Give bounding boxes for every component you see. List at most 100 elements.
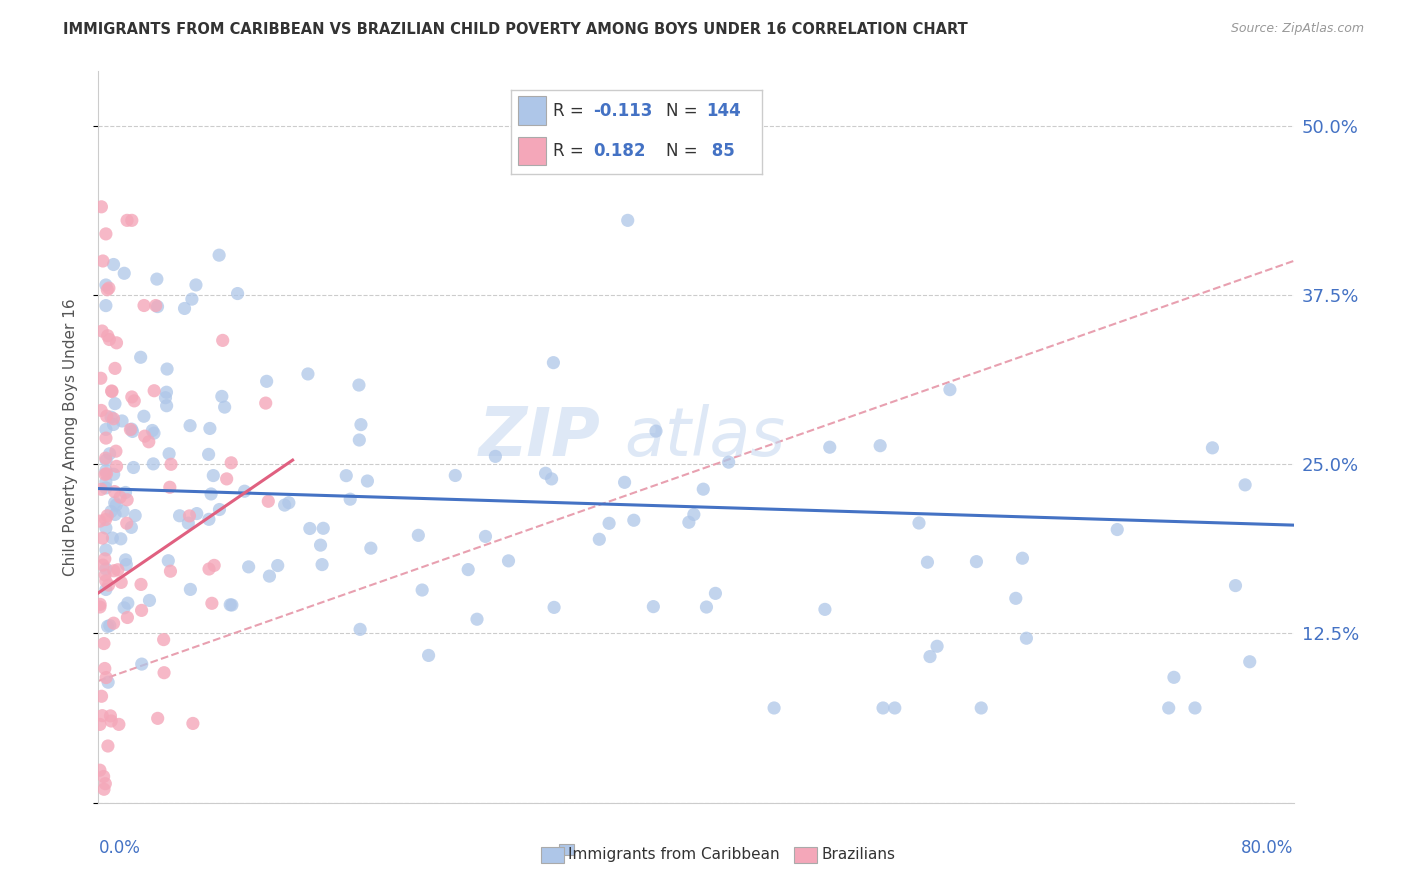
Point <box>103 258 125 272</box>
Point <box>418 648 440 663</box>
Point <box>142 457 165 471</box>
Point <box>96 283 118 297</box>
Point <box>104 444 127 458</box>
Point <box>89 717 111 731</box>
Point <box>254 396 277 410</box>
Point <box>108 490 131 504</box>
Point <box>226 286 249 301</box>
Point <box>94 278 117 293</box>
Point <box>457 563 479 577</box>
Point <box>91 558 114 573</box>
Point <box>105 335 128 350</box>
Text: IMMIGRANTS FROM CARIBBEAN VS BRAZILIAN CHILD POVERTY AMONG BOYS UNDER 16 CORRELA: IMMIGRANTS FROM CARIBBEAN VS BRAZILIAN C… <box>63 22 967 37</box>
Point <box>93 782 115 797</box>
Point <box>883 701 905 715</box>
Point <box>202 468 225 483</box>
Point <box>146 272 169 286</box>
Point <box>1004 591 1026 606</box>
Point <box>198 562 221 576</box>
Point <box>94 568 117 582</box>
Point <box>157 447 180 461</box>
Point <box>121 425 143 439</box>
Point <box>588 533 610 547</box>
Point <box>219 456 242 470</box>
Point <box>1157 701 1180 715</box>
Text: Source: ZipAtlas.com: Source: ZipAtlas.com <box>1230 22 1364 36</box>
Point <box>311 558 333 572</box>
Point <box>534 467 557 481</box>
Point <box>616 213 638 227</box>
Point <box>939 383 962 397</box>
Point <box>184 277 207 292</box>
Point <box>474 529 496 543</box>
Point <box>146 711 169 725</box>
Point <box>89 598 111 612</box>
Point <box>94 227 117 241</box>
Point <box>152 632 174 647</box>
Point <box>103 564 125 578</box>
Point <box>1201 441 1223 455</box>
Point <box>94 453 117 467</box>
Point <box>1107 523 1129 537</box>
Point <box>277 496 299 510</box>
Point <box>173 301 195 316</box>
Point <box>257 494 280 508</box>
Point <box>103 411 125 425</box>
Point <box>214 400 236 414</box>
Point <box>695 600 717 615</box>
Point <box>465 612 488 626</box>
Point <box>143 426 166 441</box>
Text: 80.0%: 80.0% <box>1241 839 1294 857</box>
Point <box>312 521 335 535</box>
Point <box>598 516 620 531</box>
Point <box>94 431 117 445</box>
Point <box>543 356 565 370</box>
Point <box>256 375 278 389</box>
Point <box>94 299 117 313</box>
Point <box>90 403 112 417</box>
Point <box>298 521 321 535</box>
Point <box>908 516 931 530</box>
Point <box>1011 551 1033 566</box>
Point <box>104 508 127 522</box>
Point <box>208 248 231 262</box>
Point <box>101 531 124 545</box>
Point <box>156 362 179 376</box>
Point <box>156 399 179 413</box>
Point <box>927 640 949 654</box>
Point <box>89 763 111 777</box>
Point <box>200 487 222 501</box>
Point <box>1225 578 1247 592</box>
Point <box>645 424 668 438</box>
Point <box>120 423 142 437</box>
Point <box>643 599 665 614</box>
Point <box>221 598 243 612</box>
Point <box>98 333 121 347</box>
Point <box>94 562 117 576</box>
Point <box>814 602 837 616</box>
Point <box>94 512 117 526</box>
Point <box>717 455 740 469</box>
Point <box>179 418 201 433</box>
Text: 0.0%: 0.0% <box>98 839 141 857</box>
Point <box>350 417 373 432</box>
Point <box>869 439 891 453</box>
Point <box>129 351 152 365</box>
Point <box>112 504 135 518</box>
Point <box>131 603 153 617</box>
Point <box>89 599 111 614</box>
Text: atlas: atlas <box>624 404 786 470</box>
Point <box>349 433 371 447</box>
Point <box>1184 701 1206 715</box>
Point <box>143 384 166 398</box>
Point <box>91 254 114 268</box>
Point <box>105 498 128 512</box>
Point <box>111 414 134 428</box>
Point <box>211 334 233 348</box>
Point <box>233 484 256 499</box>
Point <box>104 361 127 376</box>
Point <box>105 459 128 474</box>
Point <box>97 578 120 592</box>
Point <box>100 714 122 728</box>
Point <box>179 508 201 523</box>
